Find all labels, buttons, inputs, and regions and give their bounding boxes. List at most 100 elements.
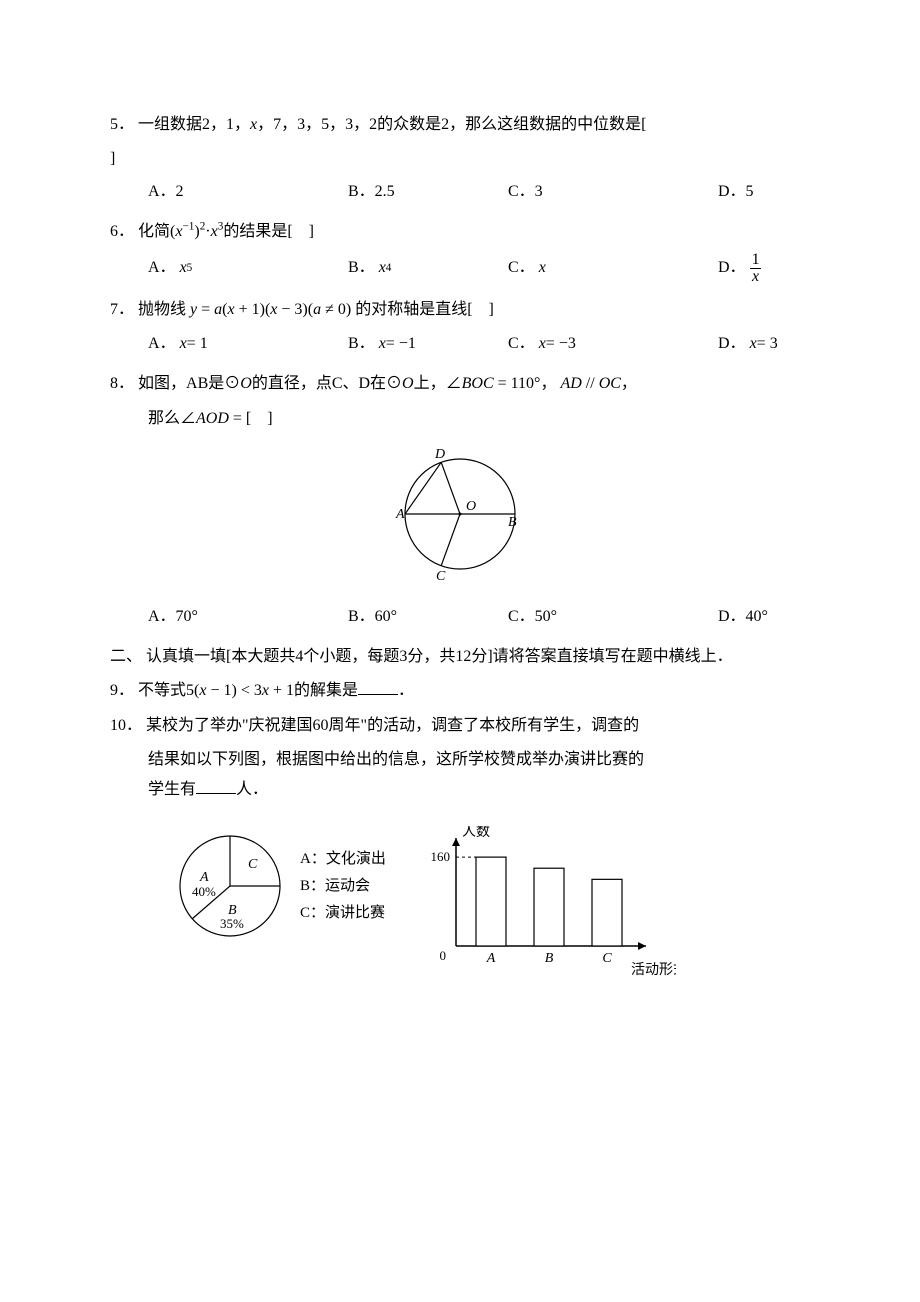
q6-d-den: x xyxy=(750,268,761,285)
lbl-b: B xyxy=(508,515,517,530)
q7-d-pre: D． xyxy=(718,329,746,359)
q6-c-pre: C． xyxy=(508,253,535,283)
q6-a-pre: A． xyxy=(148,253,176,283)
svg-text:人数: 人数 xyxy=(462,826,490,840)
q8-opt-d: D．40° xyxy=(718,602,768,632)
q6-c-x: x xyxy=(539,253,546,283)
q9-blank[interactable] xyxy=(358,678,398,695)
q6-d-pre: D． xyxy=(718,253,746,283)
pie-a-pct: 40% xyxy=(192,884,216,899)
q6-a-x: x xyxy=(180,253,187,283)
q10-l1: 某校为了举办"庆祝建国60周年"的活动，调查了本校所有学生，调查的 xyxy=(146,711,810,741)
q8-l2-pre: 那么∠ xyxy=(148,410,196,427)
q8-par: // xyxy=(582,375,599,392)
q5-options: A．2 B．2.5 C．3 D．5 xyxy=(148,177,810,207)
q8-o2: O xyxy=(402,375,414,392)
q5-close: ] xyxy=(110,144,810,174)
q7-a-pre: A． xyxy=(148,329,176,359)
svg-text:C: C xyxy=(602,951,612,966)
q7-a-x: x xyxy=(180,329,187,359)
q5-opt-a: A．2 xyxy=(148,177,348,207)
q6-t1: 化简 xyxy=(138,223,170,240)
q10-figures: A 40% B 35% C A：文化演出 B：运动会 C：演讲比赛 人数活动形式… xyxy=(170,826,810,976)
q7-c-pre: C． xyxy=(508,329,535,359)
q7-b-eq: = −1 xyxy=(386,329,416,359)
q7-t1: 抛物线 xyxy=(138,301,190,318)
q6-d-frac: 1x xyxy=(750,252,762,285)
q9: 9． 不等式5(x − 1) < 3x + 1的解集是． xyxy=(110,676,810,706)
q7-plus1: + 1)( xyxy=(235,301,271,318)
q8-ad: AD xyxy=(560,375,581,392)
q10-l3-post: 人． xyxy=(236,781,268,798)
section2: 二、 认真填一填[本大题共4个小题，每题3分，共12分]请将答案直接填写在题中横… xyxy=(110,642,810,672)
pie-c-lbl: C xyxy=(248,857,258,872)
q6-opt-a: A． x5 xyxy=(148,252,348,285)
q9-x2: x xyxy=(262,682,269,699)
circle-diagram-svg: A B C D O xyxy=(380,444,540,584)
q10-legend: A：文化演出 B：运动会 C：演讲比赛 xyxy=(300,846,386,927)
q7-d-x: x xyxy=(750,329,757,359)
q7-a-eq: = 1 xyxy=(187,329,208,359)
legend-c: C：演讲比赛 xyxy=(300,900,386,927)
q7-b-pre: B． xyxy=(348,329,375,359)
q10: 10． 某校为了举办"庆祝建国60周年"的活动，调查了本校所有学生，调查的 xyxy=(110,711,810,741)
q6-b-pre: B． xyxy=(348,253,375,283)
q8-aod: AOD xyxy=(196,410,229,427)
q7-text: 抛物线 y = a(x + 1)(x − 3)(a ≠ 0) 的对称轴是直线[ … xyxy=(138,295,810,325)
q8-oc: OC xyxy=(599,375,621,392)
legend-b: B：运动会 xyxy=(300,873,386,900)
q7-d-eq: = 3 xyxy=(757,329,778,359)
q5-opt-d: D．5 xyxy=(718,177,754,207)
q7-num: 7． xyxy=(110,295,134,325)
q7: 7． 抛物线 y = a(x + 1)(x − 3)(a ≠ 0) 的对称轴是直… xyxy=(110,295,810,325)
q6: 6． 化简(x−1)2·x3的结果是[ ] xyxy=(110,217,810,247)
q7-a1: a xyxy=(214,301,222,318)
q9-num: 9． xyxy=(110,676,134,706)
q5-t2: ，7，3，5，3，2的众数是2，那么这组数据的中位数是[ xyxy=(257,116,646,133)
lbl-o: O xyxy=(466,499,476,514)
q10-l2: 结果如以下列图，根据图中给出的信息，这所学校赞成举办演讲比赛的 xyxy=(148,745,810,775)
q7-t2: 的对称轴是直线[ ] xyxy=(351,301,494,318)
q8-t2: 的直径，点C、D在⊙ xyxy=(252,375,402,392)
q7-opt-a: A． x = 1 xyxy=(148,329,348,359)
svg-text:活动形式: 活动形式 xyxy=(631,962,676,976)
svg-text:A: A xyxy=(486,951,496,966)
q8-line2: 那么∠AOD = [ ] xyxy=(148,404,810,434)
q9-e1: 5( xyxy=(186,682,199,699)
q8-l2-post: = [ ] xyxy=(229,410,273,427)
sec2-label: 二、 xyxy=(110,642,142,672)
q5-t1: 一组数据2，1， xyxy=(138,116,250,133)
q7-opt-b: B． x = −1 xyxy=(348,329,508,359)
q9-p1: + 1 xyxy=(269,682,294,699)
q7-b-x: x xyxy=(379,329,386,359)
pie-b-pct: 35% xyxy=(220,916,244,931)
q7-eq: = xyxy=(197,301,214,318)
pie-chart-svg: A 40% B 35% C xyxy=(170,826,290,946)
lbl-c: C xyxy=(436,569,446,584)
q9-mid: − 1) < 3 xyxy=(206,682,261,699)
q7-m3: − 3)( xyxy=(277,301,313,318)
q6-opt-c: C． x xyxy=(508,252,718,285)
q9-t2: 的解集是 xyxy=(294,682,358,699)
q6-opt-b: B． x4 xyxy=(348,252,508,285)
q10-l3-pre: 学生有 xyxy=(148,781,196,798)
lbl-d: D xyxy=(434,447,445,462)
q6-options: A． x5 B． x4 C． x D． 1x xyxy=(148,252,810,285)
q5-opt-b: B．2.5 xyxy=(348,177,508,207)
lbl-a: A xyxy=(395,507,405,522)
q8-boc: BOC xyxy=(462,375,494,392)
q7-neq: ≠ 0) xyxy=(321,301,351,318)
q8-diagram: A B C D O xyxy=(110,444,810,595)
q8-t1: 如图，AB是⊙ xyxy=(138,375,240,392)
q8: 8． 如图，AB是⊙O的直径，点C、D在⊙O上，∠BOC = 110°， AD … xyxy=(110,369,810,399)
q5-opt-c: C．3 xyxy=(508,177,718,207)
q10-blank[interactable] xyxy=(196,777,236,794)
q6-num: 6． xyxy=(110,217,134,247)
q8-t3: 上，∠ xyxy=(414,375,462,392)
q9-t1: 不等式 xyxy=(138,682,186,699)
q6-x2: x xyxy=(211,223,218,240)
q7-c-eq: = −3 xyxy=(546,329,576,359)
svg-text:B: B xyxy=(545,951,554,966)
svg-text:0: 0 xyxy=(439,948,446,963)
q10-l3: 学生有 人． xyxy=(148,775,810,805)
